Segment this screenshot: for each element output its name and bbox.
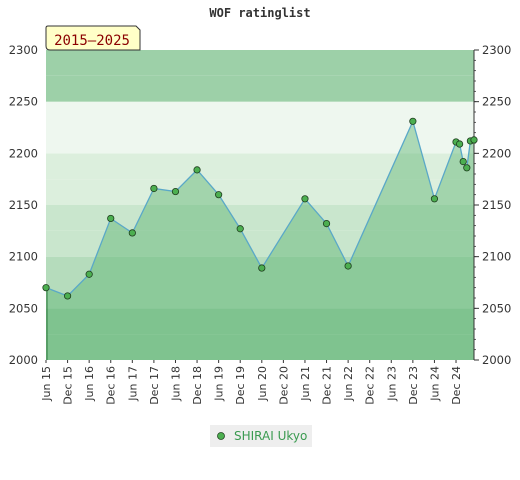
data-point xyxy=(459,158,467,166)
legend-box xyxy=(210,425,312,447)
background-band xyxy=(46,334,474,360)
x-tick-label: Jun 20 xyxy=(256,366,269,402)
background-band xyxy=(46,282,474,309)
background-band xyxy=(46,153,474,180)
y-tick-right: 2050 xyxy=(482,301,511,315)
background-band xyxy=(46,308,474,335)
data-point xyxy=(301,195,309,203)
x-tick-label: Jun 18 xyxy=(169,366,182,402)
x-tick-label: Jun 19 xyxy=(213,366,226,402)
chart-title: WOF ratinglist xyxy=(209,6,310,20)
x-tick-label: Dec 23 xyxy=(407,366,420,405)
data-point xyxy=(258,264,266,272)
data-point xyxy=(42,284,50,292)
period-badge: 2015–2025 xyxy=(45,25,141,51)
data-point xyxy=(193,166,201,174)
background-band xyxy=(46,101,474,128)
x-tick-label: Jun 21 xyxy=(299,366,312,402)
data-point xyxy=(470,136,478,144)
data-point xyxy=(463,164,471,172)
x-tick-label: Jun 16 xyxy=(83,366,96,402)
background-band xyxy=(46,179,474,205)
y-tick-right: 2200 xyxy=(482,146,511,160)
data-point xyxy=(215,191,223,199)
data-point xyxy=(85,270,93,278)
y-tick-left: 2150 xyxy=(9,198,38,212)
background-bands xyxy=(46,50,474,360)
x-tick-label: Dec 17 xyxy=(148,366,161,405)
y-axis-right: 2000 2050 2100 2150 2200 2250 2300 xyxy=(473,43,511,367)
y-tick-right: 2000 xyxy=(482,353,511,367)
x-tick-label: Jun 17 xyxy=(126,366,139,402)
data-point xyxy=(128,229,136,237)
y-tick-left: 2250 xyxy=(9,95,38,109)
data-point xyxy=(150,184,158,193)
y-tick-right: 2100 xyxy=(482,250,511,264)
y-axis-left: 2000 2050 2100 2150 2200 2250 2300 xyxy=(9,43,38,367)
data-point xyxy=(63,292,72,300)
x-tick-label: Dec 20 xyxy=(277,366,290,405)
x-tick-label: Jun 23 xyxy=(385,366,398,402)
background-band xyxy=(46,127,474,154)
background-band xyxy=(46,75,474,102)
y-tick-left: 2100 xyxy=(9,250,38,264)
data-point xyxy=(409,117,417,125)
x-tick-label: Dec 16 xyxy=(105,366,118,405)
x-tick-label: Jun 15 xyxy=(40,366,53,402)
data-point xyxy=(107,214,115,223)
x-tick-label: Dec 21 xyxy=(321,366,334,405)
x-tick-label: Dec 24 xyxy=(450,366,463,405)
x-tick-label: Dec 18 xyxy=(191,366,204,405)
data-point xyxy=(322,220,331,228)
background-band xyxy=(46,50,474,76)
legend-series-name: SHIRAI Ukyo xyxy=(234,429,307,443)
data-point xyxy=(171,187,180,196)
y-tick-left: 2050 xyxy=(9,301,38,315)
x-axis: Jun 15 Dec 15 Jun 16 Dec 16 Jun 17 Dec 17 Jun … xyxy=(40,360,463,405)
period-label: 2015–2025 xyxy=(54,33,130,49)
x-tick-label: Dec 22 xyxy=(364,366,377,405)
data-point xyxy=(344,262,352,270)
y-tick-right: 2150 xyxy=(482,198,511,212)
x-tick-label: Dec 15 xyxy=(62,366,75,405)
legend: SHIRAI Ukyo xyxy=(210,425,312,447)
y-tick-left: 2300 xyxy=(9,43,38,57)
background-band xyxy=(46,205,474,231)
y-tick-left: 2000 xyxy=(9,353,38,367)
x-tick-label: Jun 24 xyxy=(428,366,441,402)
area-fill xyxy=(46,121,474,360)
series-line xyxy=(45,119,475,297)
data-point xyxy=(430,195,439,203)
legend-marker xyxy=(217,432,225,440)
data-point xyxy=(236,225,244,233)
rating-area xyxy=(45,119,475,360)
y-tick-left: 2200 xyxy=(9,146,38,160)
background-band xyxy=(46,230,474,257)
y-tick-right: 2300 xyxy=(482,43,511,57)
x-tick-label: Jun 22 xyxy=(342,366,355,402)
x-tick-label: Dec 19 xyxy=(234,366,247,405)
data-point xyxy=(456,140,464,148)
y-tick-right: 2250 xyxy=(482,95,511,109)
data-markers xyxy=(42,117,478,300)
